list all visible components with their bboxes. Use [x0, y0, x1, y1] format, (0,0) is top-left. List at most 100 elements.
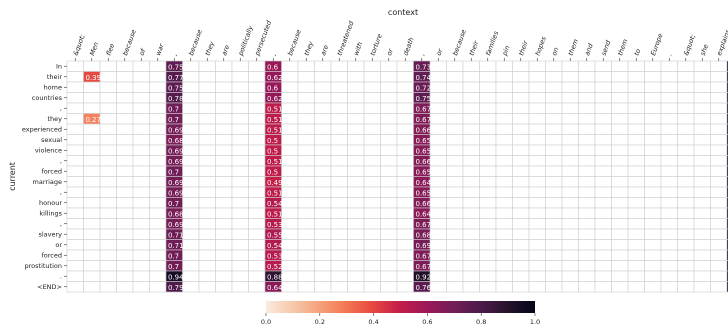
heatmap-cell [528, 155, 546, 167]
heatmap-cell [314, 165, 332, 177]
heatmap-cell [99, 60, 117, 72]
heatmap-cell [182, 218, 200, 230]
heatmap-cell [182, 155, 200, 167]
heatmap-cell [545, 197, 563, 209]
heatmap-cell [611, 165, 629, 177]
heatmap-cell [198, 81, 216, 93]
heatmap-cell [182, 249, 200, 261]
heatmap-cell [561, 218, 579, 230]
heatmap-cell [627, 134, 645, 146]
heatmap-cell [330, 92, 348, 104]
heatmap-cell [528, 228, 546, 240]
cell-value-label: 0.69 [168, 126, 184, 134]
heatmap-cell [545, 270, 563, 282]
heatmap-cell [528, 81, 546, 93]
heatmap-cell [429, 81, 447, 93]
heatmap-cell [512, 249, 530, 261]
heatmap-cell [363, 197, 381, 209]
heatmap-cell [644, 134, 662, 146]
heatmap-cell [66, 123, 84, 135]
heatmap-cell [693, 81, 711, 93]
cell-value-label: 0.5 [267, 147, 278, 155]
heatmap-cell [314, 176, 332, 188]
heatmap-cell [281, 165, 299, 177]
heatmap-cell [380, 207, 398, 219]
x-tick-label: , [171, 52, 179, 57]
heatmap-cell [231, 92, 249, 104]
heatmap-cell [528, 270, 546, 282]
heatmap-cell [248, 218, 266, 230]
heatmap-cell [83, 281, 101, 293]
heatmap-cell [83, 218, 101, 230]
heatmap-cell [215, 102, 233, 114]
heatmap-cell [512, 92, 530, 104]
heatmap-cell [198, 218, 216, 230]
heatmap-cell [297, 71, 315, 83]
heatmap-cell [528, 92, 546, 104]
heatmap-cell [446, 186, 464, 198]
heatmap-cell [660, 165, 678, 177]
heatmap-cell [462, 239, 480, 251]
heatmap-cell [99, 102, 117, 114]
cell-value-label: 0.54 [267, 242, 283, 250]
heatmap-cell [627, 81, 645, 93]
heatmap-cell [248, 186, 266, 198]
heatmap-cell [132, 123, 150, 135]
y-tick-label: <END> [37, 283, 62, 291]
heatmap-cell [693, 186, 711, 198]
heatmap-cell [330, 81, 348, 93]
heatmap-cell [182, 102, 200, 114]
heatmap-cell [363, 270, 381, 282]
heatmap-cell [396, 197, 414, 209]
heatmap-cell [215, 81, 233, 93]
heatmap-cell [231, 270, 249, 282]
heatmap-cell [182, 113, 200, 125]
heatmap-cell [578, 281, 596, 293]
heatmap-cell [462, 144, 480, 156]
chart-title: context [388, 8, 418, 17]
cell-value-label: 0.69 [168, 189, 184, 197]
heatmap-cell [99, 176, 117, 188]
heatmap-cell [248, 81, 266, 93]
heatmap-cell [677, 186, 695, 198]
heatmap-cell [627, 176, 645, 188]
heatmap-cell [446, 249, 464, 261]
heatmap-cell [594, 249, 612, 261]
heatmap-cell [281, 71, 299, 83]
heatmap-cell [215, 218, 233, 230]
heatmap-cell-filled [83, 71, 101, 83]
x-tick-label: hopes [534, 35, 548, 57]
heatmap-cell [578, 228, 596, 240]
cell-value-label: 0.64 [267, 284, 283, 292]
cell-value-label: 0.55 [267, 231, 283, 239]
heatmap-cell [594, 281, 612, 293]
heatmap-cell [446, 144, 464, 156]
heatmap-cell [231, 218, 249, 230]
heatmap-cell [281, 260, 299, 272]
heatmap-cell [644, 155, 662, 167]
heatmap-cell [66, 270, 84, 282]
heatmap-cell [512, 270, 530, 282]
heatmap-cell [330, 134, 348, 146]
heatmap-cell [627, 197, 645, 209]
heatmap-cell [512, 239, 530, 251]
heatmap-cell [495, 176, 513, 188]
cell-value-label: 0.66 [416, 200, 432, 208]
heatmap-cell [528, 144, 546, 156]
heatmap-cell [215, 249, 233, 261]
heatmap-cell [611, 270, 629, 282]
y-tick-label: experienced [22, 126, 62, 134]
heatmap-cell [297, 134, 315, 146]
heatmap-cell [578, 176, 596, 188]
heatmap-cell [297, 249, 315, 261]
heatmap-cell [644, 60, 662, 72]
heatmap-cell [660, 218, 678, 230]
heatmap-cell [347, 123, 365, 135]
heatmap-cell [231, 155, 249, 167]
heatmap-cell [495, 281, 513, 293]
cell-value-label: 0.7 [168, 252, 179, 260]
heatmap-cell [479, 207, 497, 219]
heatmap-cell [693, 134, 711, 146]
x-tick-label: Men [88, 41, 100, 57]
heatmap-cell [380, 176, 398, 188]
